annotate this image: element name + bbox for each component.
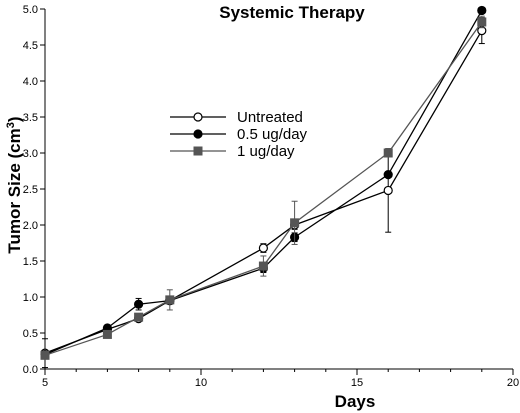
data-point <box>383 185 393 196</box>
y-axis-label-close: ) <box>5 116 24 122</box>
series-1 <box>40 17 487 369</box>
data-point <box>165 295 175 305</box>
legend-marker <box>193 146 203 156</box>
data-point <box>258 243 268 253</box>
y-tick-label: 4.5 <box>23 40 38 52</box>
x-tick-label: 20 <box>507 377 519 389</box>
legend-label: Untreated <box>237 109 303 126</box>
x-tick-label: 15 <box>351 377 363 389</box>
y-tick-label: 1.5 <box>23 256 38 268</box>
y-tick-label: 2.5 <box>23 184 38 196</box>
legend-marker <box>193 129 203 139</box>
series-2 <box>40 5 487 360</box>
y-axis-label-superscript: 3 <box>5 122 17 128</box>
y-tick-label: 2.0 <box>23 220 38 232</box>
legend-item-3: 1 ug/day <box>170 143 295 160</box>
series-3 <box>40 15 487 360</box>
y-tick-label: 3.5 <box>23 112 38 124</box>
y-tick-label: 4.0 <box>23 76 38 88</box>
data-point <box>477 5 487 16</box>
legend-marker <box>193 112 203 122</box>
legend-label: 0.5 ug/day <box>237 126 308 143</box>
series-line <box>44 30 483 354</box>
y-axis-label: Tumor Size (cm3) <box>5 116 24 253</box>
data-point <box>477 17 487 27</box>
data-point <box>383 148 393 158</box>
y-axis-label-text: Tumor Size (cm <box>5 128 24 253</box>
x-tick-label: 5 <box>42 377 48 389</box>
y-tick-label: 0.0 <box>23 364 38 376</box>
x-tick-label: 10 <box>195 377 207 389</box>
series-line <box>44 10 483 356</box>
y-tick-label: 5.0 <box>23 4 38 16</box>
data-point <box>290 218 300 228</box>
data-point <box>102 329 112 339</box>
data-point <box>258 261 268 271</box>
plot-area: 5 10 15 20 0.0 0.5 1.0 1.5 2.0 2.5 3.0 3.5 4.0 4.5 5.0 <box>23 4 519 389</box>
chart-title: Systemic Therapy <box>219 3 365 22</box>
y-tick-label: 1.0 <box>23 292 38 304</box>
x-axis-label: Days <box>335 392 376 411</box>
data-point <box>383 170 393 180</box>
legend-label: 1 ug/day <box>237 143 295 160</box>
y-tick-label: 0.5 <box>23 328 38 340</box>
series-line <box>44 21 483 356</box>
data-point <box>134 299 144 309</box>
legend-item-1: Untreated <box>170 109 303 126</box>
data-point <box>40 350 50 360</box>
legend-item-2: 0.5 ug/day <box>170 126 308 143</box>
data-point <box>134 312 144 322</box>
y-tick-label: 3.0 <box>23 148 38 160</box>
